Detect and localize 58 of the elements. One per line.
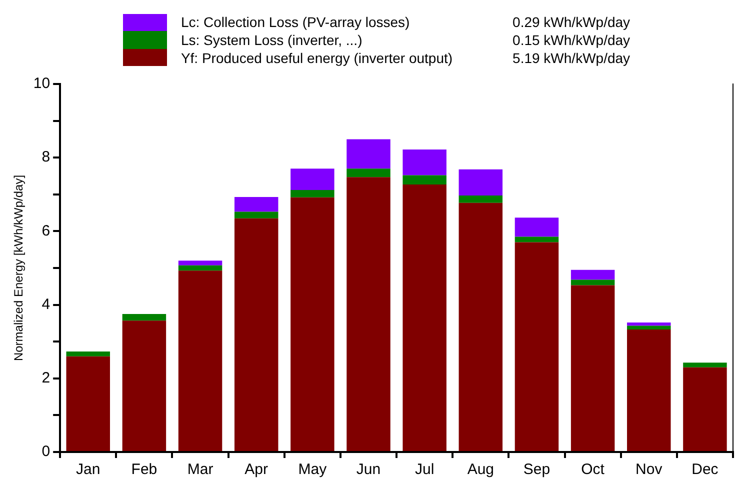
bar	[402, 175, 446, 184]
bar	[178, 260, 222, 266]
y-tick-label: 2	[42, 370, 50, 387]
bar	[627, 326, 671, 330]
y-tick-label: 6	[42, 222, 50, 240]
bar	[234, 196, 278, 212]
bar	[627, 329, 671, 451]
bar	[122, 320, 166, 451]
x-tick-label: Apr	[244, 461, 268, 478]
y-tick-label: 10	[33, 75, 50, 92]
bar	[290, 168, 334, 190]
bar	[458, 196, 503, 203]
x-tick-label: Jan	[76, 461, 100, 478]
bar	[627, 322, 671, 326]
bar	[570, 270, 615, 280]
y-tick-label: 0	[42, 443, 50, 460]
legend-label: Lc: Collection Loss (PV-array losses)	[180, 14, 411, 30]
text: 5.19 kWh/kWp/day	[512, 50, 630, 66]
bar	[178, 270, 222, 451]
x-tick-label: Jul	[414, 461, 434, 478]
bar	[570, 285, 615, 451]
legend-label: Ls: System Loss (inverter, ...)	[180, 32, 364, 48]
text: 0.29 kWh/kWp/day	[512, 14, 630, 30]
bar	[66, 356, 110, 451]
bar	[570, 280, 615, 286]
bar	[402, 150, 446, 176]
x-tick-label: May	[298, 461, 328, 478]
bar	[290, 190, 334, 198]
bar	[683, 362, 727, 368]
x-tick-label: Mar	[187, 461, 214, 478]
bar	[234, 218, 278, 451]
bar	[290, 197, 334, 451]
bar	[346, 177, 390, 451]
x-tick-label: Sep	[523, 461, 550, 478]
bar	[66, 352, 110, 356]
y-tick-label: 8	[42, 148, 50, 166]
bar	[234, 212, 278, 218]
bar	[683, 367, 727, 451]
bar	[178, 265, 222, 271]
x-tick-label: Oct	[581, 461, 606, 478]
bar	[346, 139, 390, 169]
bar	[346, 168, 390, 178]
x-tick-label: Jun	[356, 461, 381, 478]
bar	[514, 236, 559, 242]
bar	[514, 218, 559, 237]
bar	[122, 314, 166, 321]
x-tick-label: Nov	[636, 461, 663, 478]
legend-label: Yf: Produced useful energy (inverter output)	[180, 50, 453, 66]
y-tick-label: 4	[42, 296, 50, 313]
x-tick-label: Dec	[692, 461, 719, 478]
x-tick-label: Aug	[467, 461, 494, 478]
bar	[458, 202, 503, 451]
x-tick-label: Feb	[131, 461, 158, 478]
bar	[514, 242, 559, 451]
bar	[402, 184, 446, 451]
y-axis-title: Normalized Energy [kWh/kWp/day]	[12, 174, 26, 362]
text: 0.15 kWh/kWp/day	[512, 32, 630, 48]
bar	[458, 169, 503, 196]
